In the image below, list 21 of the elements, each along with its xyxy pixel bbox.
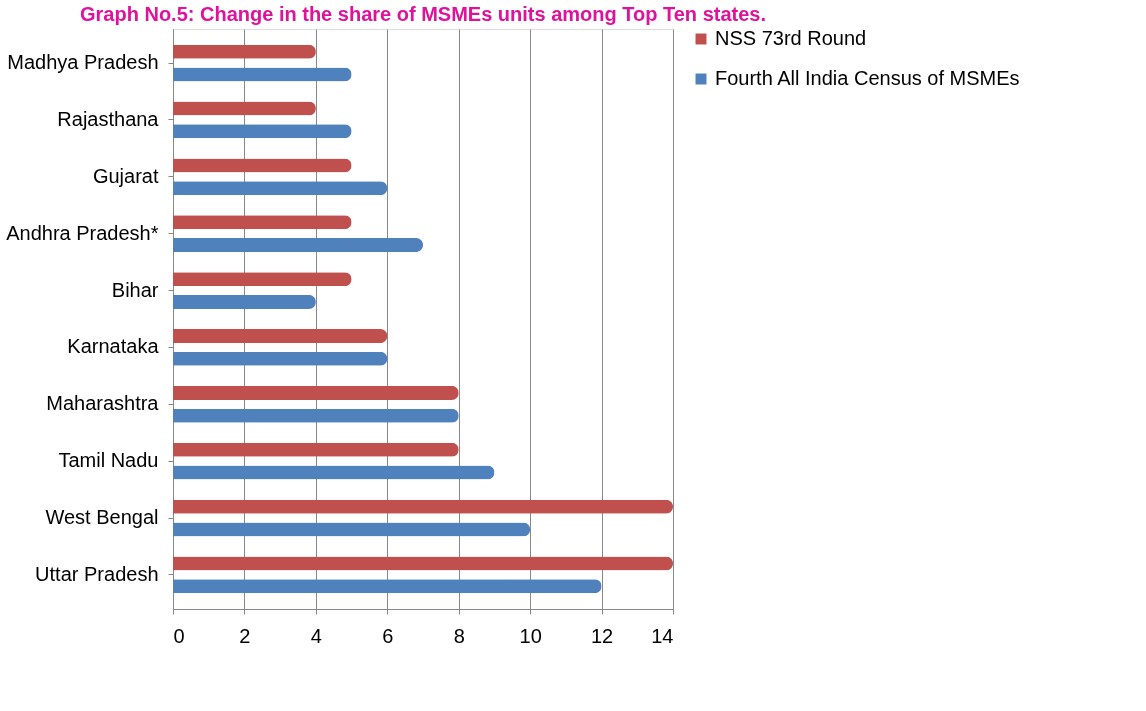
x-tick-label: 14 xyxy=(651,624,674,647)
legend-label: Fourth All India Census of MSMEs xyxy=(715,67,1020,89)
x-tick-label: 12 xyxy=(590,624,614,647)
y-tick-label: Karnataka xyxy=(67,335,160,358)
chart-title: Graph No.5: Change in the share of MSMEs units among Top Ten states. xyxy=(80,3,766,25)
legend-label: NSS 73rd Round xyxy=(715,27,867,49)
x-tick-label: 6 xyxy=(382,624,394,647)
y-tick-label: Gujarat xyxy=(92,164,159,187)
x-tick-label: 0 xyxy=(173,624,185,647)
y-tick-label: Uttar Pradesh xyxy=(35,562,159,585)
x-tick-label: 8 xyxy=(453,624,465,647)
x-tick-label: 10 xyxy=(519,624,542,647)
y-tick-label: Madhya Pradesh xyxy=(7,51,159,74)
y-tick-label: Rajasthana xyxy=(57,107,160,130)
x-tick-label: 2 xyxy=(239,624,251,647)
y-tick-label: Tamil Nadu xyxy=(58,449,159,472)
x-tick-label: 4 xyxy=(310,624,322,647)
y-tick-label: Bihar xyxy=(111,278,159,301)
y-tick-label: West Bengal xyxy=(45,506,159,529)
y-tick-label: Maharashtra xyxy=(46,392,160,415)
y-tick-label: Andhra Pradesh* xyxy=(6,221,159,244)
